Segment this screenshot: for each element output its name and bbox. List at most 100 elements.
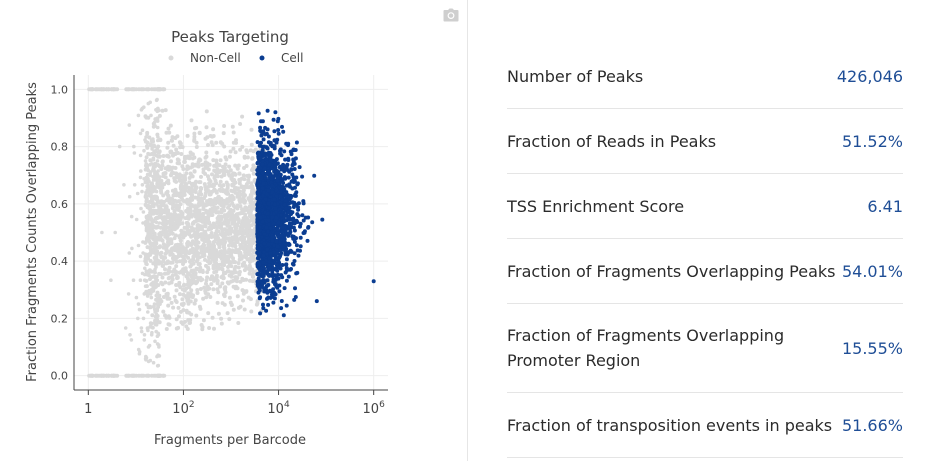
legend-label-non-cell[interactable]: Non-Cell bbox=[190, 51, 241, 65]
non-cell-point bbox=[184, 269, 188, 274]
non-cell-point bbox=[231, 146, 236, 151]
non-cell-point bbox=[209, 282, 214, 287]
non-cell-point bbox=[181, 246, 186, 251]
cell-point bbox=[257, 288, 262, 293]
cell-point bbox=[274, 157, 279, 162]
cell-point bbox=[278, 254, 282, 259]
non-cell-point bbox=[160, 159, 165, 164]
non-cell-point bbox=[249, 181, 254, 186]
cell-point bbox=[294, 190, 299, 195]
non-cell-point bbox=[217, 183, 222, 188]
non-cell-point bbox=[154, 293, 158, 298]
non-cell-point bbox=[156, 144, 161, 149]
non-cell-point bbox=[146, 151, 151, 156]
non-cell-point bbox=[215, 251, 220, 256]
non-cell-point bbox=[227, 243, 231, 248]
non-cell-point bbox=[195, 291, 200, 295]
y-tick-label: 1.0 bbox=[51, 83, 69, 96]
non-cell-point bbox=[109, 278, 113, 283]
cell-point bbox=[261, 306, 266, 311]
non-cell-point bbox=[230, 248, 235, 253]
non-cell-point bbox=[204, 109, 209, 114]
cell-point bbox=[272, 161, 277, 166]
non-cell-point bbox=[181, 255, 186, 259]
non-cell-point bbox=[178, 202, 183, 207]
non-cell-point bbox=[244, 206, 249, 211]
non-cell-point bbox=[181, 308, 186, 313]
cell-point bbox=[312, 173, 317, 178]
cell-point bbox=[266, 140, 271, 145]
cell-point bbox=[284, 257, 289, 262]
non-cell-point bbox=[189, 234, 194, 239]
cell-point bbox=[276, 234, 281, 239]
non-cell-point bbox=[158, 137, 163, 142]
cell-point bbox=[274, 231, 279, 236]
non-cell-point bbox=[248, 208, 252, 213]
non-cell-point bbox=[149, 181, 154, 186]
non-cell-point bbox=[130, 246, 134, 251]
cell-point bbox=[282, 286, 287, 291]
cell-point bbox=[259, 119, 263, 124]
non-cell-point bbox=[150, 188, 155, 193]
non-cell-point bbox=[169, 280, 174, 285]
non-cell-point bbox=[169, 300, 174, 305]
non-cell-point bbox=[113, 230, 117, 235]
non-cell-point bbox=[204, 216, 209, 221]
non-cell-point bbox=[213, 169, 218, 174]
camera-icon[interactable] bbox=[443, 7, 459, 22]
non-cell-point bbox=[141, 316, 146, 321]
non-cell-point bbox=[155, 97, 159, 102]
non-cell-point bbox=[173, 298, 178, 303]
non-cell-point bbox=[179, 192, 184, 197]
legend[interactable]: Non-Cell Cell bbox=[168, 51, 304, 65]
non-cell-point bbox=[104, 373, 109, 378]
cell-point bbox=[298, 244, 303, 249]
cell-point bbox=[272, 202, 277, 207]
non-cell-point bbox=[180, 185, 185, 189]
non-cell-point bbox=[235, 240, 240, 244]
non-cell-point bbox=[159, 250, 164, 255]
cell-point bbox=[261, 181, 266, 186]
non-cell-point bbox=[216, 265, 221, 270]
cell-point bbox=[274, 215, 279, 220]
non-cell-point bbox=[223, 162, 228, 167]
non-cell-point bbox=[215, 174, 220, 179]
non-cell-point bbox=[188, 213, 193, 218]
non-cell-point bbox=[228, 209, 233, 214]
cell-point bbox=[284, 183, 289, 188]
cell-point bbox=[260, 162, 265, 167]
non-cell-point bbox=[155, 302, 159, 306]
non-cell-point bbox=[146, 345, 151, 349]
non-cell-point bbox=[223, 286, 227, 291]
non-cell-point bbox=[203, 191, 208, 195]
non-cell-point bbox=[216, 229, 221, 234]
non-cell-point bbox=[181, 262, 185, 266]
non-cell-point bbox=[170, 138, 174, 143]
cell-point bbox=[278, 194, 283, 199]
non-cell-point bbox=[187, 321, 192, 325]
non-cell-point bbox=[147, 135, 152, 140]
non-cell-point bbox=[193, 187, 198, 192]
non-cell-point bbox=[202, 202, 207, 207]
non-cell-point bbox=[237, 171, 242, 176]
non-cell-point bbox=[214, 200, 219, 205]
cell-point bbox=[292, 236, 297, 241]
non-cell-point bbox=[199, 196, 203, 201]
non-cell-point bbox=[204, 150, 209, 155]
non-cell-point bbox=[155, 334, 160, 339]
non-cell-point bbox=[240, 240, 245, 245]
cell-point bbox=[270, 183, 275, 188]
non-cell-point bbox=[231, 241, 235, 246]
non-cell-point bbox=[238, 304, 243, 309]
non-cell-point bbox=[161, 215, 166, 220]
non-cell-point bbox=[165, 225, 170, 230]
non-cell-point bbox=[139, 169, 143, 173]
non-cell-point bbox=[134, 295, 139, 300]
non-cell-point bbox=[145, 145, 150, 150]
legend-label-cell[interactable]: Cell bbox=[281, 51, 303, 65]
non-cell-point bbox=[205, 284, 210, 289]
non-cell-point bbox=[161, 203, 166, 208]
non-cell-point bbox=[138, 278, 143, 283]
non-cell-point bbox=[174, 283, 179, 287]
non-cell-point bbox=[211, 127, 216, 132]
